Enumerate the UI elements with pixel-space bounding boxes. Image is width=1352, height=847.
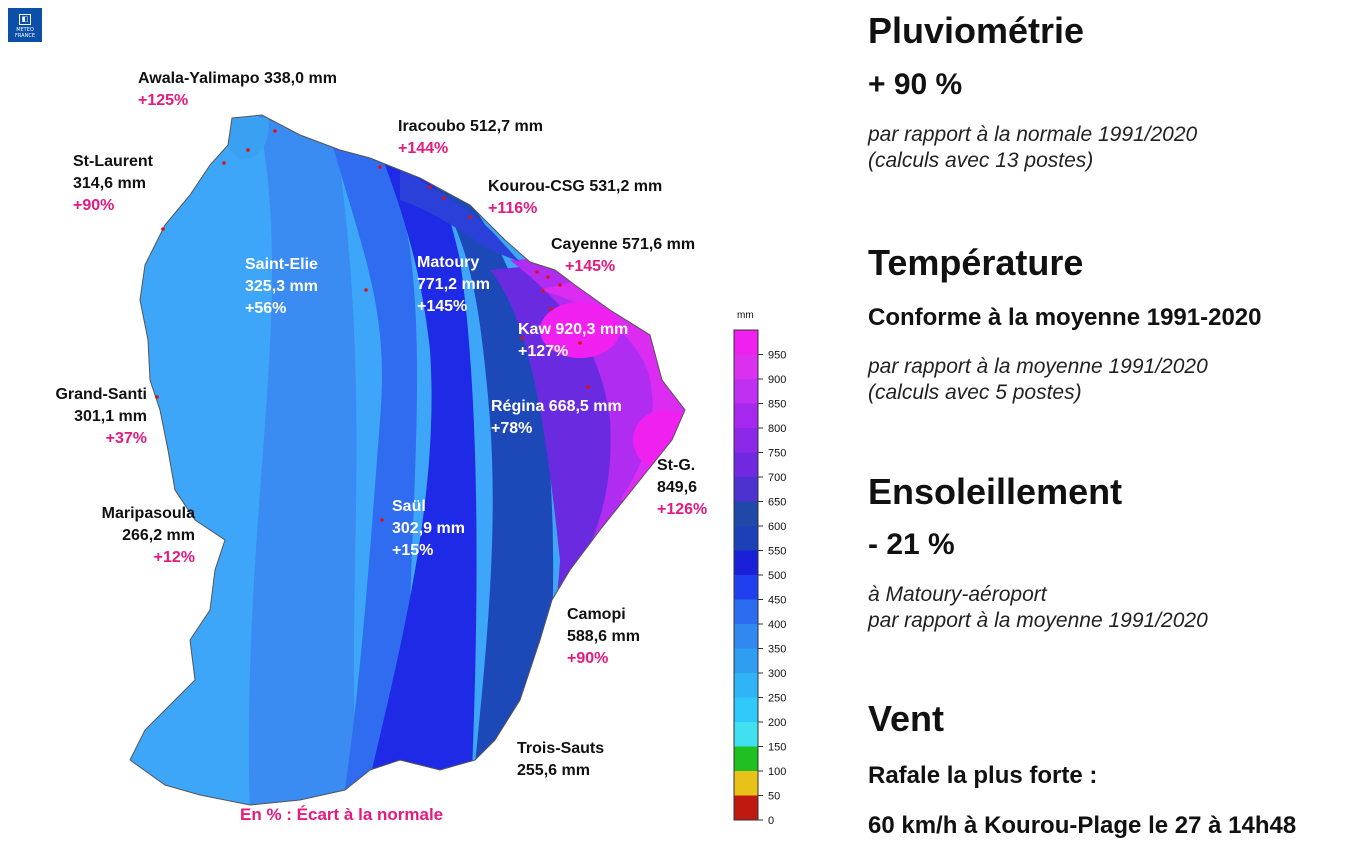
station-label-awala: Awala-Yalimapo 338,0 mm +125% [138,70,337,109]
ensoleillement-note: à Matoury-aéroport par rapport à la moyen… [868,583,1208,632]
station-marker [586,385,590,389]
scale-tick-label: 50 [768,791,780,803]
pluviometrie-section: Pluviométrie [868,10,1348,52]
scale-tick-label: 100 [768,766,786,778]
pluviometrie-value: + 90 % [868,68,963,101]
scale-tick-label: 200 [768,717,786,729]
station-label-grand-santi: Grand-Santi 301,1 mm +37% [55,386,147,447]
scale-tick-label: 0 [768,815,774,827]
vent-value: Rafale la plus forte : [868,762,1098,789]
scale-tick-label: 350 [768,644,786,656]
station-marker [428,185,432,189]
scale-tick-label: 550 [768,546,786,558]
station-label-st-laurent: St-Laurent 314,6 mm +90% [73,153,153,214]
station-marker [558,283,562,287]
station-label-camopi: Camopi 588,6 mm +90% [567,606,640,667]
station-marker [520,336,524,340]
station-markers [155,129,590,522]
scale-band [734,795,758,820]
scale-band [734,575,758,600]
territory-outline [129,114,686,806]
scale-band [734,403,758,428]
scale-tick-label: 300 [768,668,786,680]
scale-band [734,526,758,551]
station-marker [222,161,226,165]
scale-band [734,624,758,649]
station-label-maripasoula: Maripasoula 266,2 mm +12% [101,505,195,566]
station-label-kaw: Kaw 920,3 mm +127% [518,321,629,360]
station-marker [246,148,250,152]
scale-band [734,379,758,404]
station-label-matoury: Matoury 771,2 mm +145% [417,254,490,315]
ensoleillement-title: Ensoleillement [868,471,1123,512]
scale-tick-label: 850 [768,399,786,411]
vent-note: 60 km/h à Kourou-Plage le 27 à 14h48 [868,812,1297,839]
scale-band [734,354,758,379]
scale-band [734,771,758,796]
station-label-saul: Saül 302,9 mm +15% [392,498,465,559]
station-marker [273,129,277,133]
color-scale-bar: 0 50 100 150 200 250 300 350 400 450 500 550 600 650 7… [733,329,786,827]
scale-band [734,599,758,624]
scale-tick-label: 500 [768,570,786,582]
scale-tick-label: 250 [768,693,786,705]
scale-tick-label: 650 [768,497,786,509]
scale-band [734,452,758,477]
station-label-kourou: Kourou-CSG 531,2 mm +116% [488,178,663,217]
station-marker [541,289,545,293]
station-label-iracoubo: Iracoubo 512,7 mm +144% [398,118,543,157]
vent-title: Vent [868,698,945,739]
scale-tick-label: 900 [768,374,786,386]
temperature-note: par rapport à la moyenne 1991/2020 (calcu… [868,355,1208,404]
scale-tick-label: 450 [768,595,786,607]
station-label-regina: Régina 668,5 mm +78% [491,398,622,437]
meteo-france-logo: ◧ METEO FRANCE [8,8,42,42]
station-marker [468,215,472,219]
station-marker [578,341,582,345]
temperature-title: Température [868,242,1084,283]
station-label-trois-sauts: Trois-Sauts 255,6 mm [517,740,605,779]
station-marker [442,196,446,200]
scale-tick-label: 600 [768,521,786,533]
station-marker [155,395,159,399]
scale-band [734,722,758,747]
scale-tick-label: 750 [768,448,786,460]
scale-tick-label: 800 [768,423,786,435]
temperature-value: Conforme à la moyenne 1991-2020 [868,304,1262,331]
ensoleillement-value: - 21 % [868,528,955,561]
scale-band [734,330,758,355]
scale-band [734,550,758,575]
scale-band [734,501,758,526]
scale-band [734,477,758,502]
scale-band [734,697,758,722]
station-label-cayenne: Cayenne 571,6 mm +145% [551,236,696,275]
pluviometrie-note: par rapport à la normale 1991/2020 (calcu… [868,123,1198,172]
station-marker [380,518,384,522]
scale-tick-label: 950 [768,350,786,362]
scale-unit-label: mm [737,310,754,321]
station-label-st-georges: St-G. 849,6 +126% [657,457,708,518]
station-marker [549,307,553,311]
scale-band [734,746,758,771]
station-marker [364,288,368,292]
section-title: Pluviométrie [868,10,1085,51]
station-marker [546,275,550,279]
legend-footnote: En % : Écart à la normale [240,805,444,824]
station-marker [161,227,165,231]
station-label-saint-elie: Saint-Elie 325,3 mm +56% [245,256,318,317]
scale-band [734,428,758,453]
scale-band [734,673,758,698]
scale-tick-label: 700 [768,472,786,484]
scale-tick-label: 150 [768,742,786,754]
station-marker [535,270,539,274]
scale-tick-label: 400 [768,619,786,631]
scale-band [734,648,758,673]
station-marker [378,165,382,169]
